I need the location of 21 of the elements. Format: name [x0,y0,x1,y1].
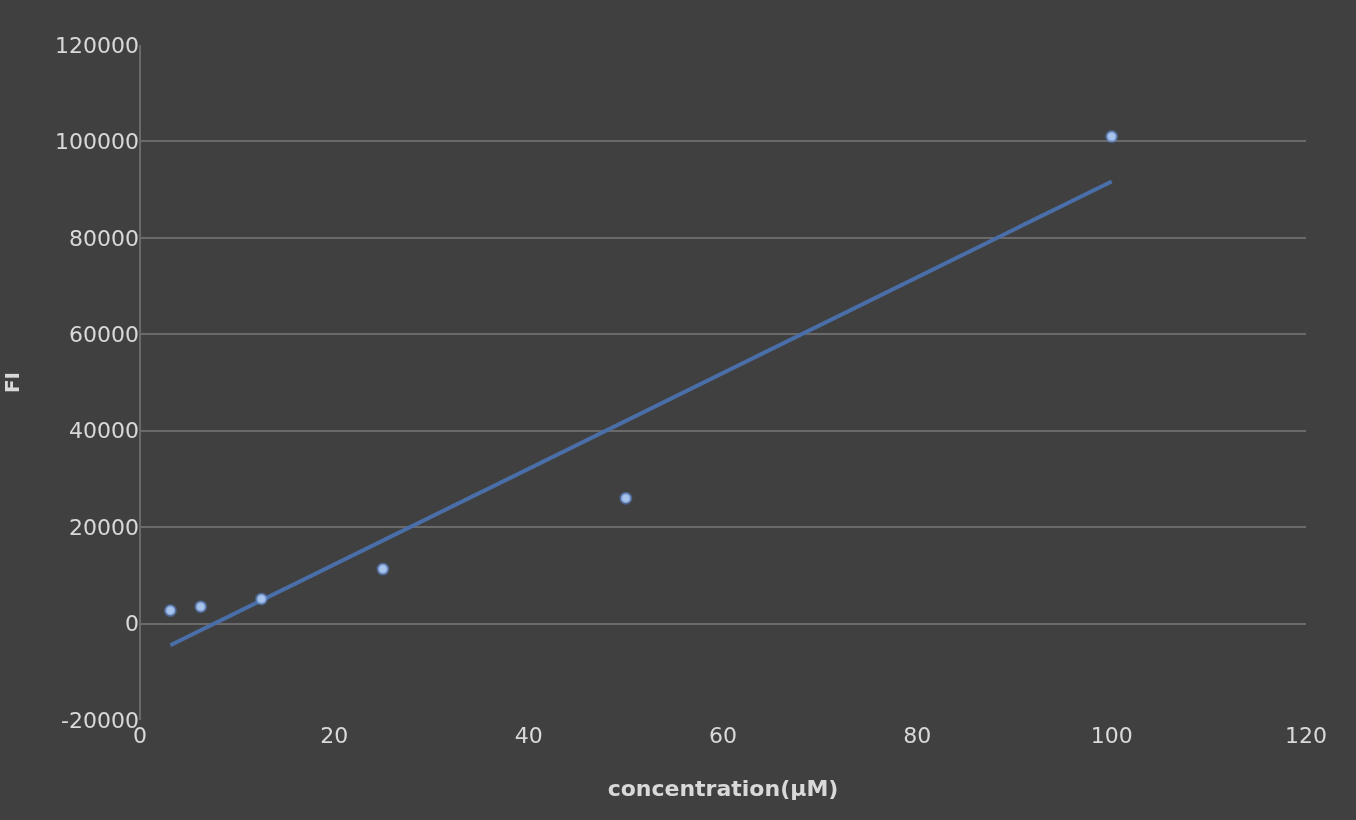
y-tick-label: 40000 [69,418,139,444]
point [619,491,633,505]
y-tick-label: 60000 [69,321,139,347]
point [1105,130,1119,144]
x-tick-label: 100 [1090,723,1133,748]
point [376,562,390,576]
point [163,604,177,618]
point [254,592,268,606]
x-tick-label: 120 [1285,723,1327,748]
y-axis-title: FI [0,371,24,394]
x-tick-label: 40 [514,723,543,748]
y-tick-label: 120000 [55,32,139,58]
x-tick-label: 20 [320,723,349,748]
y-tick-label: 100000 [55,129,139,155]
x-tick-label: 60 [709,723,737,748]
y-tick-label: 0 [125,611,139,637]
x-tick-label: 80 [903,723,932,748]
point [194,600,208,614]
y-tick-label: 80000 [69,225,139,251]
y-tick-label: 20000 [69,514,139,540]
x-axis-title: concentration(µM) [607,776,839,801]
